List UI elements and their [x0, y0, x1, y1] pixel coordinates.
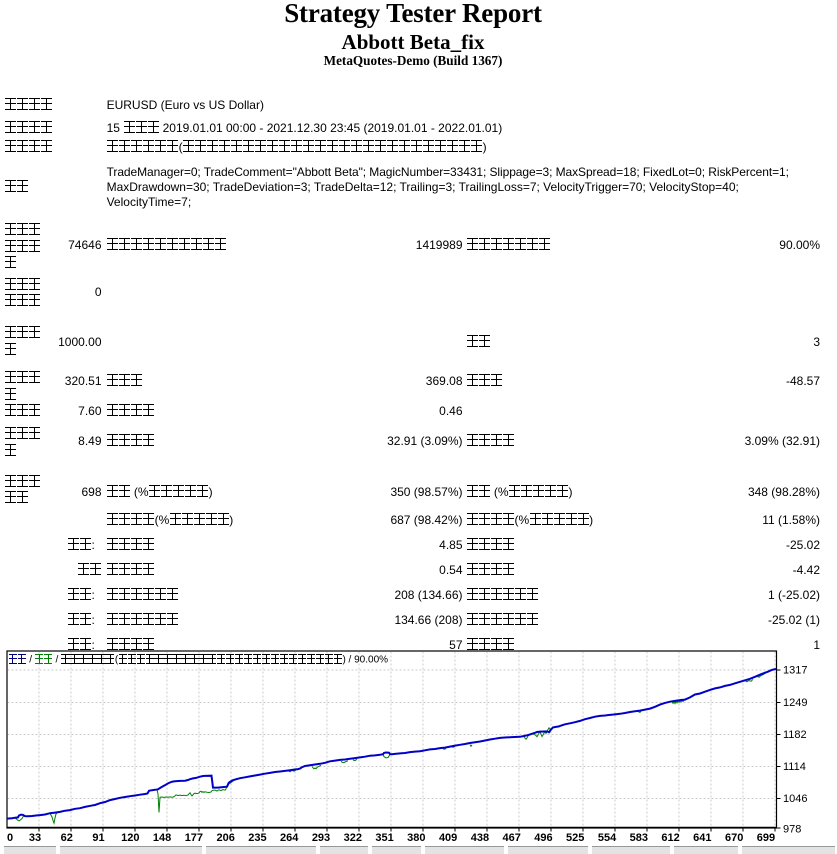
svg-text:351: 351	[375, 832, 393, 844]
svg-text:1046: 1046	[783, 793, 807, 805]
svg-text:978: 978	[783, 824, 801, 836]
svg-text:380: 380	[407, 832, 425, 844]
svg-text:235: 235	[248, 832, 266, 844]
svg-text:641: 641	[693, 832, 711, 844]
svg-text:670: 670	[725, 832, 743, 844]
svg-text:438: 438	[471, 832, 489, 844]
svg-text:1317: 1317	[783, 665, 807, 677]
svg-text:409: 409	[439, 832, 457, 844]
svg-text:554: 554	[598, 832, 617, 844]
svg-text:148: 148	[153, 832, 171, 844]
svg-text:0: 0	[7, 832, 13, 844]
svg-text:583: 583	[630, 832, 648, 844]
svg-text:1114: 1114	[783, 761, 806, 773]
svg-text:699: 699	[757, 832, 775, 844]
svg-text:496: 496	[534, 832, 552, 844]
svg-text:1249: 1249	[783, 697, 807, 709]
svg-text:467: 467	[503, 832, 521, 844]
svg-text:177: 177	[185, 832, 203, 844]
svg-text:33: 33	[29, 832, 41, 844]
svg-text:62: 62	[61, 832, 73, 844]
svg-text:91: 91	[92, 832, 104, 844]
svg-text:612: 612	[661, 832, 679, 844]
svg-text:322: 322	[344, 832, 362, 844]
svg-text:206: 206	[216, 832, 234, 844]
svg-text:1182: 1182	[783, 729, 807, 741]
svg-text:293: 293	[312, 832, 330, 844]
svg-text:120: 120	[121, 832, 139, 844]
svg-text:525: 525	[566, 832, 584, 844]
svg-text:264: 264	[280, 832, 299, 844]
